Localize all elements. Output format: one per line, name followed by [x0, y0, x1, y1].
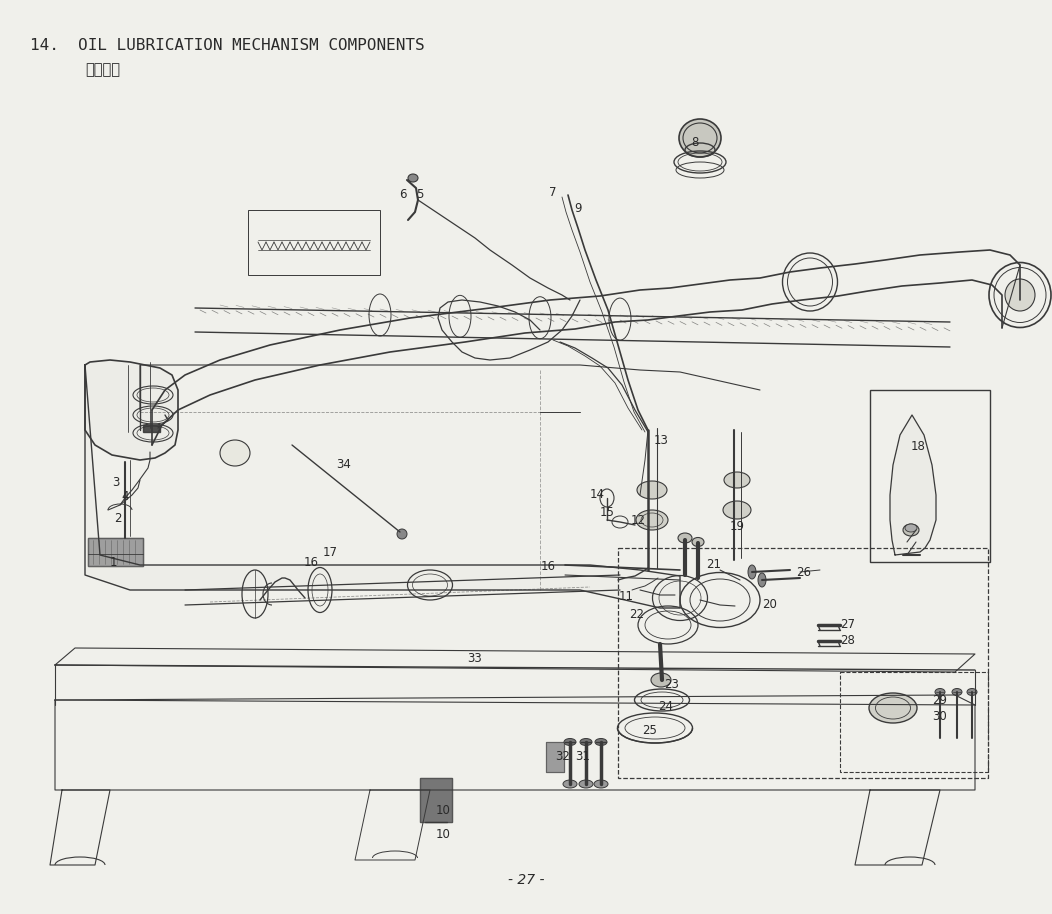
Text: 14: 14 — [589, 488, 605, 502]
Text: 21: 21 — [707, 558, 722, 571]
Text: 30: 30 — [933, 709, 948, 722]
Ellipse shape — [220, 440, 250, 466]
Text: 14.  OIL LUBRICATION MECHANISM COMPONENTS: 14. OIL LUBRICATION MECHANISM COMPONENTS — [31, 38, 425, 53]
Polygon shape — [88, 538, 143, 566]
Ellipse shape — [595, 739, 607, 746]
Text: 32: 32 — [555, 750, 570, 763]
Text: 31: 31 — [575, 750, 590, 763]
Text: 給油関係: 給油関係 — [85, 62, 120, 77]
Ellipse shape — [952, 688, 962, 696]
Polygon shape — [890, 415, 936, 555]
Bar — [870, 390, 990, 562]
Text: 27: 27 — [841, 618, 855, 631]
Bar — [88, 538, 143, 566]
Ellipse shape — [967, 688, 977, 696]
Text: 17: 17 — [323, 547, 338, 559]
Polygon shape — [85, 365, 680, 608]
Polygon shape — [546, 742, 564, 772]
Text: - 27 -: - 27 - — [508, 873, 544, 887]
Bar — [546, 742, 564, 772]
Text: 19: 19 — [729, 520, 745, 534]
Ellipse shape — [636, 510, 668, 530]
Ellipse shape — [905, 524, 917, 532]
Text: 2: 2 — [115, 513, 122, 526]
Text: 8: 8 — [691, 136, 699, 150]
Text: 18: 18 — [911, 440, 926, 452]
Text: 10: 10 — [436, 803, 450, 816]
Ellipse shape — [748, 565, 756, 579]
Text: 20: 20 — [763, 599, 777, 611]
Bar — [420, 778, 452, 822]
Bar — [248, 210, 380, 275]
Ellipse shape — [724, 472, 750, 488]
Ellipse shape — [1005, 279, 1035, 311]
Text: 11: 11 — [619, 590, 633, 602]
Ellipse shape — [638, 481, 667, 499]
Text: 22: 22 — [629, 608, 645, 621]
Text: 15: 15 — [600, 505, 614, 518]
Ellipse shape — [677, 533, 692, 543]
Text: 33: 33 — [468, 653, 483, 665]
Text: 5: 5 — [417, 188, 424, 201]
Text: 9: 9 — [574, 201, 582, 215]
Polygon shape — [85, 360, 178, 460]
Bar — [839, 672, 988, 772]
Text: 34: 34 — [337, 459, 351, 472]
Ellipse shape — [679, 119, 721, 157]
Ellipse shape — [651, 673, 671, 687]
Ellipse shape — [397, 529, 407, 539]
Text: 12: 12 — [630, 515, 646, 527]
Ellipse shape — [723, 501, 751, 519]
Text: 4: 4 — [121, 491, 128, 504]
Ellipse shape — [579, 780, 593, 788]
Text: 26: 26 — [796, 566, 811, 579]
Text: 3: 3 — [113, 475, 120, 488]
Text: 6: 6 — [400, 188, 407, 201]
Text: 25: 25 — [643, 724, 658, 737]
Ellipse shape — [408, 174, 418, 182]
Ellipse shape — [594, 780, 608, 788]
Ellipse shape — [869, 693, 917, 723]
Text: 16: 16 — [541, 560, 555, 573]
Text: 1: 1 — [109, 557, 117, 569]
Polygon shape — [420, 778, 452, 822]
Text: 23: 23 — [665, 677, 680, 690]
Text: 10: 10 — [436, 828, 450, 842]
Text: 28: 28 — [841, 633, 855, 646]
Text: 7: 7 — [549, 186, 557, 198]
Ellipse shape — [758, 573, 766, 587]
Ellipse shape — [935, 688, 945, 696]
Bar — [618, 548, 988, 778]
Ellipse shape — [903, 524, 919, 536]
Ellipse shape — [563, 780, 576, 788]
Polygon shape — [143, 425, 160, 432]
Text: 29: 29 — [932, 694, 948, 707]
Ellipse shape — [692, 537, 704, 547]
Ellipse shape — [564, 739, 576, 746]
Ellipse shape — [580, 739, 592, 746]
Text: 24: 24 — [659, 699, 673, 713]
Text: 16: 16 — [303, 557, 319, 569]
Text: 13: 13 — [653, 434, 668, 448]
